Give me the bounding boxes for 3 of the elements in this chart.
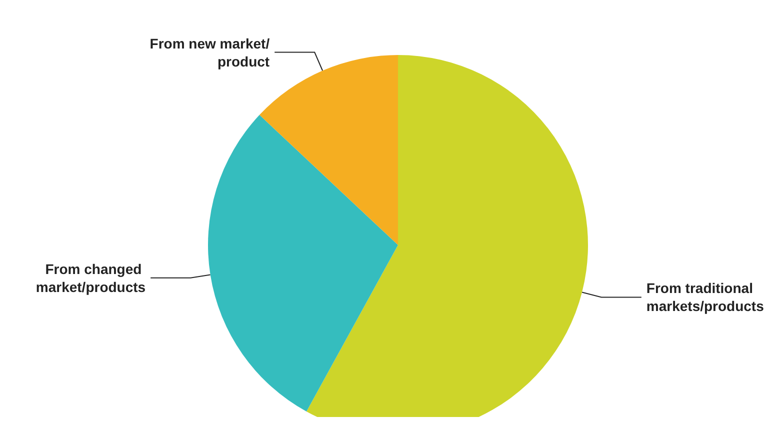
slice-label: From traditional markets/products [646, 280, 764, 314]
slice-label: From new market/product [150, 35, 270, 70]
slice-label: From changed market/products [36, 260, 146, 295]
